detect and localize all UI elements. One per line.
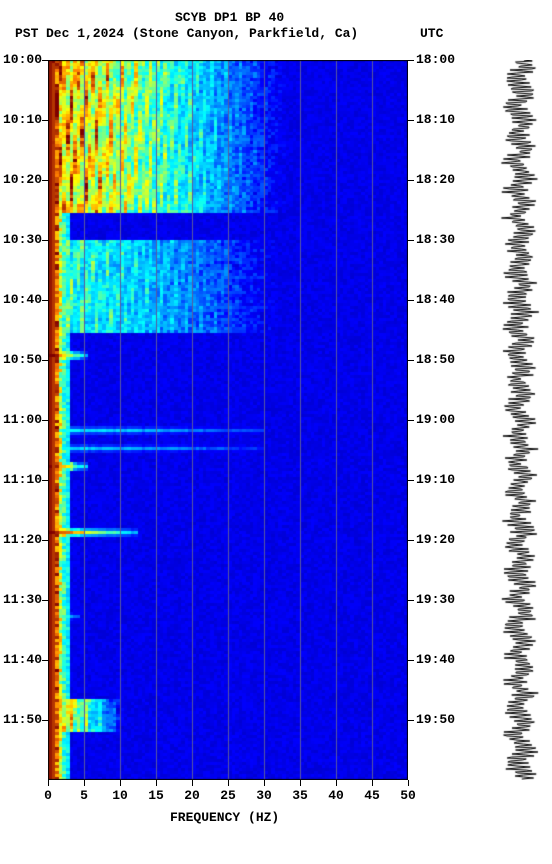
ytick-right: 18:10 (416, 112, 455, 127)
ytick-right: 19:50 (416, 712, 455, 727)
ytick-left: 11:50 (0, 712, 42, 727)
ytick-left: 10:50 (0, 352, 42, 367)
xtick: 45 (360, 788, 384, 803)
ytick-left: 10:20 (0, 172, 42, 187)
site-label: (Stone Canyon, Parkfield, Ca) (132, 26, 358, 41)
ytick-left: 10:40 (0, 292, 42, 307)
ytick-left: 11:10 (0, 472, 42, 487)
xtick: 15 (144, 788, 168, 803)
spectrogram-canvas (48, 60, 408, 780)
xtick: 0 (36, 788, 60, 803)
tz-left-label: PST (15, 26, 38, 41)
ytick-left: 10:10 (0, 112, 42, 127)
ytick-right: 19:00 (416, 412, 455, 427)
ytick-right: 18:50 (416, 352, 455, 367)
spectrogram-figure: { "header":{ "title":"SCYB DP1 BP 40", "… (0, 0, 552, 864)
seismogram-canvas (500, 60, 540, 780)
xtick: 10 (108, 788, 132, 803)
ytick-right: 18:00 (416, 52, 455, 67)
chart-title: SCYB DP1 BP 40 (175, 10, 284, 25)
date-label: Dec 1,2024 (46, 26, 124, 41)
ytick-right: 19:20 (416, 532, 455, 547)
xtick: 5 (72, 788, 96, 803)
ytick-left: 10:30 (0, 232, 42, 247)
ytick-left: 11:40 (0, 652, 42, 667)
ytick-right: 19:40 (416, 652, 455, 667)
x-axis-label: FREQUENCY (HZ) (170, 810, 279, 825)
xtick: 40 (324, 788, 348, 803)
tz-right-label: UTC (420, 26, 443, 41)
ytick-left: 11:20 (0, 532, 42, 547)
xtick: 50 (396, 788, 420, 803)
ytick-right: 18:40 (416, 292, 455, 307)
ytick-left: 11:30 (0, 592, 42, 607)
ytick-left: 10:00 (0, 52, 42, 67)
ytick-left: 11:00 (0, 412, 42, 427)
xtick: 30 (252, 788, 276, 803)
ytick-right: 19:30 (416, 592, 455, 607)
xtick: 35 (288, 788, 312, 803)
xtick: 25 (216, 788, 240, 803)
ytick-right: 19:10 (416, 472, 455, 487)
ytick-right: 18:20 (416, 172, 455, 187)
xtick: 20 (180, 788, 204, 803)
ytick-right: 18:30 (416, 232, 455, 247)
